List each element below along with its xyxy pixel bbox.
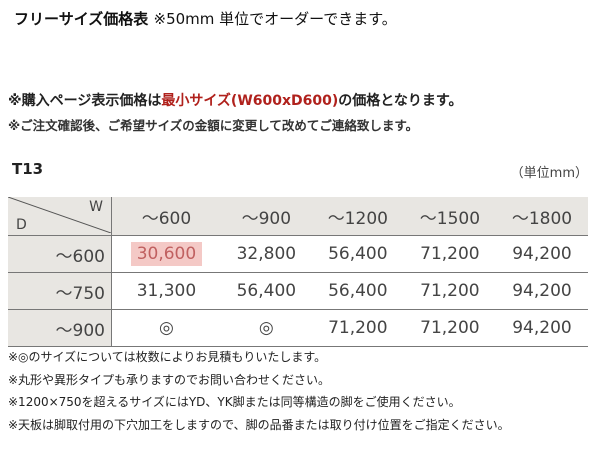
price-cell: 56,400 <box>311 272 404 310</box>
price-cell: 30,600 <box>111 235 221 273</box>
price-cell: 71,200 <box>403 272 496 310</box>
price-cell: 71,200 <box>403 309 496 347</box>
title-sub: ※50mm 単位でオーダーできます。 <box>153 10 397 28</box>
price-value: 94,200 <box>512 318 572 338</box>
title-main: フリーサイズ価格表 <box>14 10 149 28</box>
price-value: 71,200 <box>328 318 388 338</box>
page-title: フリーサイズ価格表 ※50mm 単位でオーダーできます。 <box>14 8 397 29</box>
price-value: 56,400 <box>236 281 297 301</box>
price-value: 31,300 <box>136 281 197 301</box>
contact-note: ※ご注文確認後、ご希望サイズの金額に変更して改めてご連絡致します。 <box>8 118 419 133</box>
table-row: ～750 31,300 56,400 56,400 71,200 94,200 <box>8 272 588 310</box>
price-value: 94,200 <box>512 281 572 301</box>
price-cell: ◎ <box>220 309 312 347</box>
price-value: 32,800 <box>236 244 297 264</box>
diagonal-line <box>8 197 111 233</box>
note-highlight: 最小サイズ(W600xD600) <box>161 93 339 109</box>
price-cell: 71,200 <box>311 309 404 347</box>
price-value: 56,400 <box>328 281 388 301</box>
price-value: 94,200 <box>512 244 572 264</box>
price-cell: 94,200 <box>495 235 588 273</box>
price-cell: 94,200 <box>495 309 588 347</box>
column-header: ～1800 <box>495 197 588 236</box>
model-label: T13 <box>12 160 44 178</box>
column-header: ～900 <box>220 197 312 236</box>
price-value: 71,200 <box>420 318 480 338</box>
price-cell: 56,400 <box>220 272 312 310</box>
note-pre: ※購入ページ表示価格は <box>8 93 162 109</box>
table-row: ～900 ◎ ◎ 71,200 71,200 94,200 <box>8 309 588 347</box>
note-post: の価格となります。 <box>338 93 463 109</box>
width-label: W <box>89 199 103 215</box>
note-item: ※1200×750を超えるサイズにはYD、YK脚または同等構造の脚をご使用くださ… <box>8 395 461 409</box>
price-value: 71,200 <box>420 244 480 264</box>
column-header: ～1200 <box>311 197 404 236</box>
price-value: 71,200 <box>420 281 480 301</box>
column-header: ～1500 <box>403 197 496 236</box>
row-header: ～900 <box>8 309 112 347</box>
depth-label: D <box>16 217 27 233</box>
price-value: 30,600 <box>130 242 203 266</box>
row-header: ～600 <box>8 235 112 273</box>
note-item: ※天板は脚取付用の下穴加工をしますので、脚の品番または取り付け位置をご指定くださ… <box>8 417 510 432</box>
notes: ※◎のサイズについては枚数によりお見積もりいたします。 ※丸形や異形タイプも承り… <box>8 346 510 436</box>
note-item: ※◎のサイズについては枚数によりお見積もりいたします。 <box>8 350 327 364</box>
price-cell: ◎ <box>111 309 221 347</box>
price-value: ◎ <box>258 318 274 338</box>
table-row: ～600 30,600 32,800 56,400 71,200 94,200 <box>8 235 588 273</box>
column-header: ～600 <box>111 197 221 236</box>
price-cell: 94,200 <box>495 272 588 310</box>
price-cell: 56,400 <box>311 235 404 273</box>
price-value: 56,400 <box>328 244 388 264</box>
price-value: ◎ <box>159 318 174 338</box>
corner-cell: W D <box>8 197 112 236</box>
unit-label: （単位mm） <box>510 166 588 181</box>
price-cell: 71,200 <box>403 235 496 273</box>
price-cell: 31,300 <box>111 272 221 310</box>
row-header: ～750 <box>8 272 112 310</box>
price-note: ※購入ページ表示価格は最小サイズ(W600xD600)の価格となります。 <box>8 90 462 110</box>
price-cell: 32,800 <box>220 235 312 273</box>
price-table: W D ～600 ～900 ～1200 ～1500 ～1800 ～600 30,6… <box>8 197 588 347</box>
note-item: ※丸形や異形タイプも承りますのでお問い合わせください。 <box>8 372 331 387</box>
